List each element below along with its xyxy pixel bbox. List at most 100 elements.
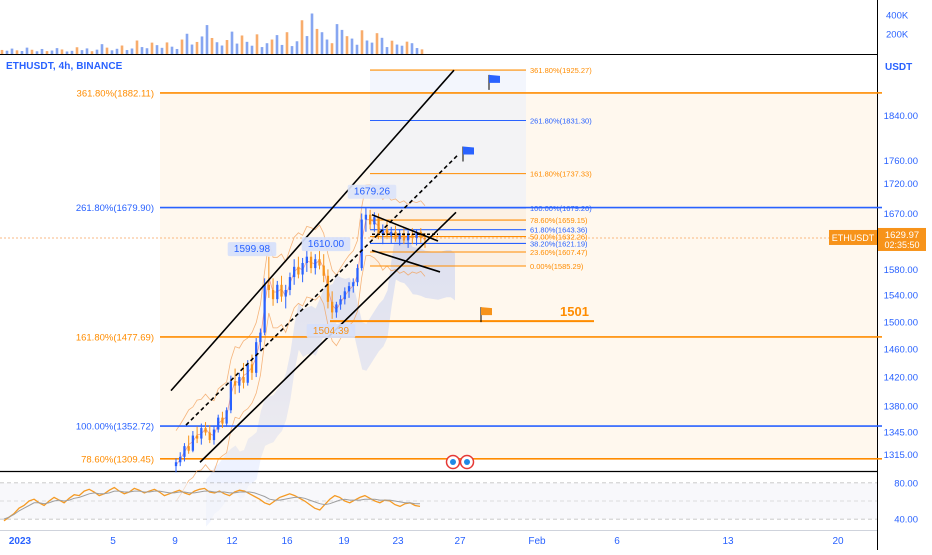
candle-body <box>406 234 410 241</box>
volume-bar <box>165 42 169 54</box>
volume-bar <box>135 40 139 54</box>
volume-bar <box>260 47 264 54</box>
volume-bar <box>285 32 289 54</box>
wedge-lower-line <box>371 249 441 273</box>
candle-body <box>415 231 418 238</box>
price-tick-label: 1380.00 <box>884 401 918 412</box>
volume-bar <box>195 41 199 54</box>
fib-minor-label: 23.60%(1607.47) <box>530 248 588 257</box>
candle-body <box>174 462 178 467</box>
candle-body <box>335 304 338 313</box>
volume-bar <box>400 45 404 54</box>
peak-label: 1679.26 <box>354 187 391 198</box>
candle-body <box>179 456 182 463</box>
candle-body <box>191 435 195 451</box>
price-tick-label: 1420.00 <box>884 373 918 384</box>
volume-bar <box>220 45 224 54</box>
candle-body <box>309 256 313 269</box>
candle-body <box>250 364 254 373</box>
fib-major-label: 161.80%(1477.69) <box>76 332 154 343</box>
candle-body <box>204 428 207 433</box>
target-label: 1501 <box>560 304 589 319</box>
candle-body <box>212 429 216 441</box>
fib-minor-label: 50.00%(1632.26) <box>530 233 588 242</box>
volume-bar <box>270 39 274 54</box>
time-tick-label: 5 <box>110 536 116 547</box>
candle-body <box>301 263 304 275</box>
volume-bar <box>280 44 284 54</box>
volume-bar <box>360 30 364 54</box>
time-tick-label: 23 <box>392 536 404 547</box>
fib-minor-label: 0.00%(1585.29) <box>530 262 584 271</box>
candle-body <box>246 364 249 383</box>
volume-bar <box>30 49 34 54</box>
time-tick-label: 6 <box>614 536 620 547</box>
volume-bar <box>300 20 304 54</box>
volume-bar <box>380 37 384 54</box>
volume-bar <box>415 48 419 54</box>
volume-bar <box>70 50 74 54</box>
volume-bar <box>10 48 14 54</box>
volume-bar <box>175 48 179 54</box>
candle-body <box>377 217 380 235</box>
volume-bar <box>240 35 244 54</box>
fib-major-label: 261.80%(1679.90) <box>76 203 154 214</box>
candle-body <box>255 342 258 373</box>
volume-bar <box>105 47 109 54</box>
symbol-label: ETHUSDT, 4h, BINANCE <box>6 61 123 72</box>
volume-bar <box>130 48 134 54</box>
volume-bar <box>145 48 149 54</box>
candle-body <box>208 432 211 441</box>
fib-minor-label: 361.80%(1925.27) <box>530 66 592 75</box>
time-tick-label: 20 <box>832 536 844 547</box>
price-tick-label: 1720.00 <box>884 179 918 190</box>
volume-bar <box>310 13 314 54</box>
volume-bar <box>255 34 259 54</box>
fib-minor-label: 38.20%(1621.19) <box>530 239 588 248</box>
volume-bar <box>115 48 119 54</box>
fib-major-label: 100.00%(1352.72) <box>76 422 154 433</box>
fib-minor-label: 161.80%(1737.33) <box>530 170 592 179</box>
candle-body <box>225 410 228 424</box>
volume-bar <box>95 49 99 54</box>
candle-body <box>314 259 317 269</box>
volume-bar <box>290 46 294 54</box>
volume-bar <box>250 45 254 54</box>
candle-body <box>259 332 262 343</box>
volume-bar <box>340 29 344 54</box>
candle-body <box>217 417 220 430</box>
volume-bar <box>225 40 229 54</box>
volume-tick-label: 200K <box>886 30 909 41</box>
time-tick-label: 13 <box>722 536 734 547</box>
volume-bar <box>230 31 234 54</box>
candle-body <box>339 299 342 305</box>
candle-body <box>331 301 334 313</box>
price-tick-label: 1840.00 <box>884 111 918 122</box>
candle-body <box>305 256 308 264</box>
candle-body <box>373 217 376 225</box>
channel-mid-line <box>185 154 459 426</box>
candle-body <box>322 265 325 276</box>
volume-bar <box>140 47 144 54</box>
oscillator-tick-label: 80.00 <box>894 479 918 490</box>
candle-body <box>360 219 363 269</box>
candle-body <box>318 259 321 266</box>
peak-label: 1599.98 <box>234 244 271 255</box>
volume-bar <box>55 48 59 54</box>
candle-body <box>242 377 245 383</box>
price-tick-label: 1760.00 <box>884 156 918 167</box>
volume-bar <box>155 45 159 54</box>
oscillator-line <box>3 486 421 522</box>
candle-body <box>271 290 275 300</box>
candle-body <box>352 282 355 287</box>
volume-bar <box>320 32 324 54</box>
volume-bar <box>20 51 24 54</box>
volume-bar <box>265 43 269 54</box>
volume-bar <box>5 50 9 54</box>
price-tick-label: 1500.00 <box>884 317 918 328</box>
economic-event-icon-inner <box>450 459 456 465</box>
current-price-value: 1629.97 <box>885 230 919 241</box>
volume-bar <box>235 43 239 54</box>
flag-blue-icon <box>463 146 474 155</box>
